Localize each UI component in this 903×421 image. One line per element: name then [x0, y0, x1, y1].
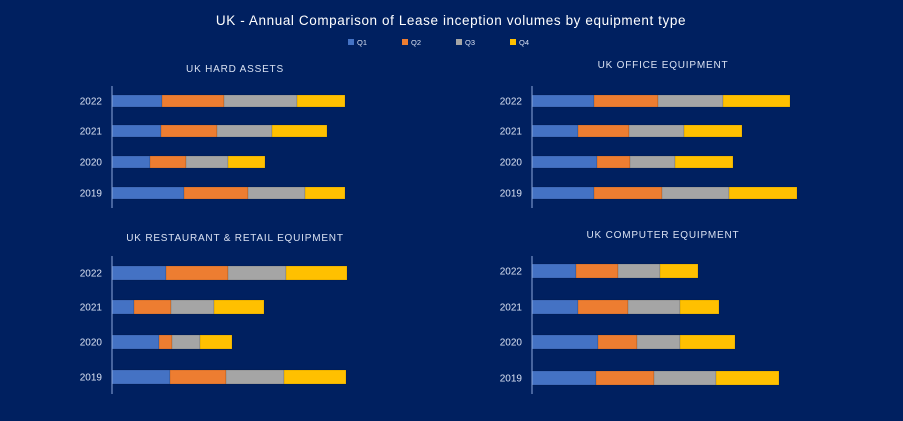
bar-segment-2021-q4 [683, 124, 743, 138]
legend-swatch-q2 [402, 39, 408, 45]
panel-title: UK HARD ASSETS [186, 64, 284, 75]
category-label: 2021 [80, 303, 103, 314]
legend-swatch-q3 [456, 39, 462, 45]
bar-segment-2022-q2 [575, 263, 619, 279]
bar-segment-2020-q3 [185, 155, 229, 169]
bar-segment-2021-q3 [216, 124, 273, 138]
bar-segment-2020-q1 [111, 155, 151, 169]
bar-segment-2019-q4 [283, 369, 347, 385]
panel-uk-restaurant-retail-equipment: UK RESTAURANT & RETAIL EQUIPMENT 2022 2021… [80, 233, 348, 394]
bar-segment-2020-q3 [636, 334, 681, 350]
bar-segment-2021-q1 [111, 124, 162, 138]
legend-label-q4: Q4 [519, 38, 529, 47]
bar-segment-2021-q4 [679, 299, 720, 315]
legend: Q1 Q2 Q3 Q4 [348, 38, 529, 47]
bar-segment-2020-q4 [674, 155, 734, 169]
bar-segment-2022-q4 [722, 94, 791, 108]
bar-segment-2020-q4 [199, 334, 233, 350]
panel-uk-office-equipment: UK OFFICE EQUIPMENT 2022 2021 2020 2019 [500, 60, 798, 208]
bar-segment-2022-q3 [657, 94, 724, 108]
category-label: 2019 [80, 189, 103, 200]
bar-segment-2019-q3 [225, 369, 285, 385]
category-label: 2022 [500, 267, 523, 278]
bar-segment-2020-q2 [597, 334, 638, 350]
bar-segment-2019-q4 [304, 186, 346, 200]
category-label: 2020 [500, 158, 523, 169]
category-label: 2021 [80, 127, 103, 138]
panel-title: UK RESTAURANT & RETAIL EQUIPMENT [126, 233, 343, 244]
bar-segment-2022-q4 [296, 94, 346, 108]
bar-segment-2019-q3 [247, 186, 306, 200]
category-label: 2019 [500, 189, 523, 200]
bar-segment-2020-q4 [679, 334, 736, 350]
legend-swatch-q1 [348, 39, 354, 45]
legend-label-q3: Q3 [465, 38, 475, 47]
bar-segment-2019-q4 [715, 370, 780, 386]
category-label: 2022 [80, 97, 103, 108]
bar-segment-2019-q1 [111, 369, 171, 385]
bar-segment-2021-q2 [577, 299, 629, 315]
bar-segment-2020-q1 [531, 155, 598, 169]
bar-segment-2019-q3 [653, 370, 717, 386]
category-label: 2022 [80, 269, 103, 280]
bar-segment-2022-q1 [531, 263, 577, 279]
panel-title: UK OFFICE EQUIPMENT [598, 60, 729, 71]
bar-segment-2020-q2 [596, 155, 631, 169]
category-label: 2020 [80, 338, 103, 349]
bar-segment-2022-q2 [161, 94, 225, 108]
bar-segment-2022-q3 [617, 263, 661, 279]
bar-segment-2021-q4 [213, 299, 265, 315]
bar-segment-2019-q3 [661, 186, 730, 200]
bar-segment-2022-q1 [111, 94, 163, 108]
category-label: 2019 [80, 373, 103, 384]
bar-segment-2021-q3 [170, 299, 215, 315]
category-label: 2019 [500, 374, 523, 385]
bar-segment-2019-q2 [169, 369, 227, 385]
bar-segment-2022-q4 [659, 263, 699, 279]
bar-segment-2021-q1 [111, 299, 135, 315]
chart-title: UK - Annual Comparison of Lease inceptio… [216, 13, 686, 28]
bar-segment-2022-q3 [227, 265, 287, 281]
bar-segment-2021-q3 [627, 299, 681, 315]
category-label: 2020 [80, 158, 103, 169]
bar-segment-2021-q2 [160, 124, 218, 138]
bar-segment-2020-q4 [227, 155, 266, 169]
bar-segment-2019-q1 [111, 186, 185, 200]
bar-segment-2020-q3 [171, 334, 201, 350]
category-label: 2021 [500, 303, 523, 314]
legend-label-q2: Q2 [411, 38, 421, 47]
bar-segment-2021-q4 [271, 124, 328, 138]
bar-segment-2019-q2 [595, 370, 655, 386]
legend-swatch-q4 [510, 39, 516, 45]
bar-segment-2021-q1 [531, 124, 579, 138]
bar-segment-2019-q4 [728, 186, 798, 200]
bar-segment-2020-q2 [149, 155, 187, 169]
bar-segment-2022-q3 [223, 94, 298, 108]
bar-segment-2020-q2 [158, 334, 173, 350]
bar-segment-2021-q2 [577, 124, 630, 138]
bar-segment-2021-q3 [628, 124, 685, 138]
legend-label-q1: Q1 [357, 38, 367, 47]
bar-segment-2022-q2 [165, 265, 229, 281]
bar-segment-2021-q1 [531, 299, 579, 315]
bar-segment-2022-q1 [111, 265, 167, 281]
bar-segment-2022-q4 [285, 265, 348, 281]
bar-segment-2020-q1 [531, 334, 599, 350]
category-label: 2021 [500, 127, 523, 138]
panel-title: UK COMPUTER EQUIPMENT [587, 230, 740, 241]
category-label: 2022 [500, 97, 523, 108]
category-label: 2020 [500, 338, 523, 349]
bar-segment-2022-q1 [531, 94, 595, 108]
bar-segment-2019-q2 [183, 186, 249, 200]
panel-uk-computer-equipment: UK COMPUTER EQUIPMENT 2022 2021 2020 2019 [500, 230, 780, 394]
bar-segment-2019-q1 [531, 186, 595, 200]
bar-segment-2020-q3 [629, 155, 676, 169]
bar-segment-2019-q1 [531, 370, 597, 386]
panel-uk-hard-assets: UK HARD ASSETS 2022 2021 2020 2019 [80, 64, 346, 208]
bar-segment-2019-q2 [593, 186, 663, 200]
bar-segment-2020-q1 [111, 334, 160, 350]
bar-segment-2021-q2 [133, 299, 172, 315]
bar-segment-2022-q2 [593, 94, 659, 108]
